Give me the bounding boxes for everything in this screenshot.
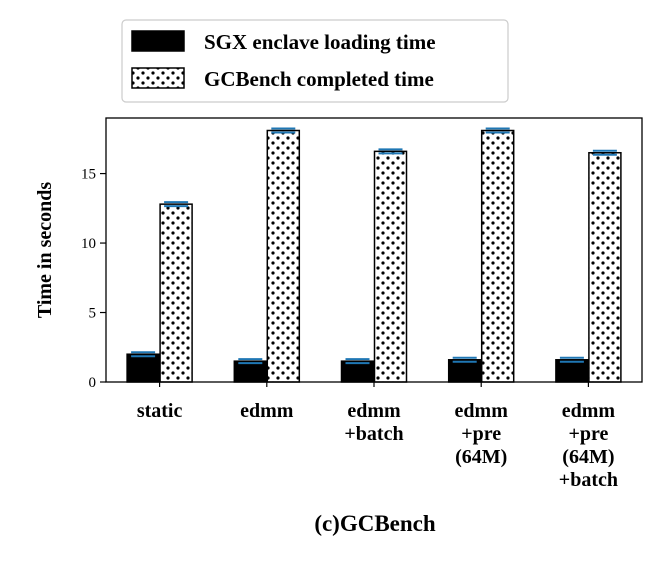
x-tick-label: edmm [562,400,616,422]
x-tick-label: (64M) [562,446,614,468]
bar-gcbench-time [373,150,408,383]
legend-label-gcbench: GCBench completed time [204,67,434,91]
legend-swatch-loading [131,30,185,52]
x-tick-label: static [137,400,183,422]
x-tick-label: +pre [461,423,501,445]
bar-loading-time [126,353,160,383]
bar-loading-time [447,359,482,383]
bar-gcbench-time [480,129,515,383]
x-tick-label: (64M) [455,446,507,468]
legend-swatch-gcbench [131,67,185,89]
bar-gcbench-time [266,129,301,383]
bar-gcbench-time [588,151,622,383]
error-bars [131,127,617,365]
y-tick-label: 0 [89,375,97,391]
x-labels: static edmm edmm+batchedmm+pre(64M)edmm+pr… [137,382,618,491]
bars [126,129,622,383]
y-ticks: 0 5 10 15 [81,167,106,391]
x-tick-label: +batch [344,423,403,445]
x-tick-label: edmm [347,400,401,422]
bar-loading-time [340,360,375,383]
legend-label-loading: SGX enclave loading time [204,30,436,54]
bar-loading-time [233,360,268,383]
y-tick-label: 15 [81,167,96,183]
legend-frame [121,19,509,103]
y-tick-label: 5 [89,306,97,322]
chart-caption: (c)GCBench [314,511,436,536]
bar-loading-time [555,359,589,383]
x-tick-label: +pre [568,423,608,445]
x-tick-label: edmm [240,400,294,422]
x-tick-label: +batch [559,469,618,491]
y-axis-label: Time in seconds [34,182,56,319]
bar-gcbench-time [159,203,193,383]
y-tick-label: 10 [81,236,96,252]
legend: SGX enclave loading time GCBench complet… [121,19,509,103]
plot-frame [105,117,643,383]
x-tick-label: edmm [455,400,509,422]
